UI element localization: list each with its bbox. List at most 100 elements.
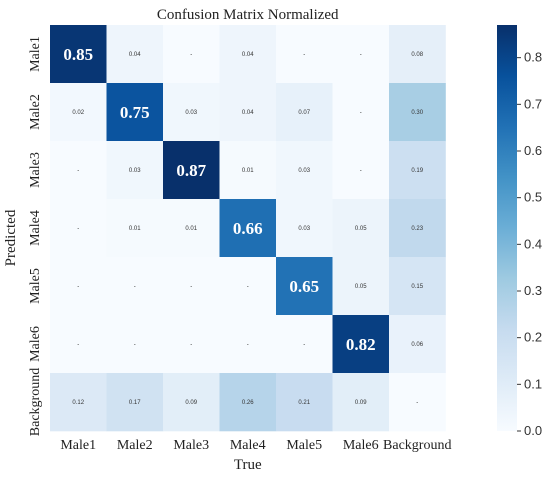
y-axis-ticks: Male1 Male2 Male3 Male4 Male5 Male6 Background — [28, 36, 43, 436]
cell-label-1-6: 0.30 — [411, 110, 423, 116]
y-tick-label: Background — [28, 368, 43, 436]
cell-label-5-0: - — [77, 342, 79, 348]
cell-label-3-5: 0.05 — [355, 226, 367, 232]
y-tick-label: Male1 — [28, 36, 43, 72]
colorbar-ticks: 0.0 0.1 0.2 0.3 0.4 0.5 0.6 0.7 0.8 — [517, 50, 542, 438]
cell-label-4-2: - — [190, 284, 192, 290]
cell-0-2 — [163, 25, 220, 84]
cell-label-3-1: 0.01 — [129, 226, 141, 232]
cell-2-5 — [332, 141, 390, 200]
cell-1-4 — [276, 83, 333, 142]
cell-3-6 — [389, 199, 446, 258]
cell-label-4-0: - — [77, 284, 79, 290]
cell-4-5 — [332, 257, 390, 316]
cell-2-6 — [389, 141, 446, 200]
cell-label-5-6: 0.06 — [411, 342, 423, 348]
colorbar-tick-label: 0.3 — [524, 283, 542, 298]
cell-5-1 — [106, 315, 164, 374]
cell-label-0-5: - — [360, 52, 362, 58]
cell-label-5-1: - — [134, 342, 136, 348]
cell-3-0 — [50, 199, 107, 258]
cell-label-2-0: - — [77, 168, 79, 174]
cell-label-3-4: 0.03 — [298, 226, 310, 232]
chart-title: Confusion Matrix Normalized — [157, 7, 339, 23]
cell-1-0 — [50, 83, 107, 142]
x-axis-label: True — [234, 457, 262, 473]
cell-3-5 — [332, 199, 390, 258]
cell-4-2 — [163, 257, 220, 316]
cell-label-5-2: - — [190, 342, 192, 348]
x-tick-label: Male2 — [117, 438, 153, 453]
cell-label-6-5: 0.09 — [355, 400, 367, 406]
cell-label-4-1: - — [134, 284, 136, 290]
y-tick-label: Male2 — [28, 94, 43, 130]
colorbar-tick-label: 0.4 — [524, 236, 542, 251]
cell-1-6 — [389, 83, 446, 142]
colorbar-tick-label: 0.2 — [524, 330, 542, 345]
cell-6-3 — [219, 373, 277, 432]
cell-label-0-3: 0.04 — [242, 52, 254, 58]
cell-4-4 — [276, 257, 333, 316]
colorbar-tick-label: 0.1 — [524, 376, 542, 391]
cell-label-3-3: 0.66 — [233, 219, 263, 238]
cell-label-3-6: 0.23 — [411, 226, 423, 232]
cell-0-5 — [332, 25, 390, 84]
cell-label-5-3: - — [247, 342, 249, 348]
colorbar-tick-label: 0.7 — [524, 96, 542, 111]
cell-1-2 — [163, 83, 220, 142]
cell-label-0-4: - — [303, 52, 305, 58]
colorbar-tick-label: 0.5 — [524, 190, 542, 205]
y-tick-label: Male4 — [28, 210, 43, 246]
cell-0-0 — [50, 25, 107, 84]
cell-2-3 — [219, 141, 277, 200]
cell-label-4-3: - — [247, 284, 249, 290]
cell-2-0 — [50, 141, 107, 200]
cell-6-6 — [389, 373, 446, 432]
cell-label-3-2: 0.01 — [185, 226, 197, 232]
x-tick-label: Background — [383, 438, 451, 453]
cell-label-2-5: - — [360, 168, 362, 174]
cell-label-2-3: 0.01 — [242, 168, 254, 174]
x-tick-label: Male1 — [60, 438, 96, 453]
cell-2-2 — [163, 141, 220, 200]
cell-label-6-3: 0.26 — [242, 400, 254, 406]
x-tick-label: Male4 — [230, 438, 266, 453]
colorbar-tick-label: 0.0 — [524, 423, 542, 438]
cell-label-1-0: 0.02 — [72, 110, 84, 116]
x-tick-label: Male5 — [286, 438, 322, 453]
cell-label-2-6: 0.19 — [411, 168, 423, 174]
y-axis-label: Predicted — [3, 209, 19, 266]
cell-5-6 — [389, 315, 446, 374]
y-tick-label: Male3 — [28, 152, 43, 188]
cell-6-5 — [332, 373, 390, 432]
cell-label-0-6: 0.08 — [411, 52, 423, 58]
cell-label-6-0: 0.12 — [72, 400, 84, 406]
x-tick-label: Male6 — [343, 438, 379, 453]
cell-label-1-3: 0.04 — [242, 110, 254, 116]
cell-4-6 — [389, 257, 446, 316]
cell-label-2-2: 0.87 — [176, 161, 206, 180]
cell-label-0-1: 0.04 — [129, 52, 141, 58]
cell-label-3-0: - — [77, 226, 79, 232]
colorbar — [497, 25, 517, 431]
cell-2-1 — [106, 141, 164, 200]
y-tick-label: Male6 — [28, 326, 43, 362]
cell-2-4 — [276, 141, 333, 200]
y-tick-label: Male5 — [28, 268, 43, 304]
cell-label-2-4: 0.03 — [298, 168, 310, 174]
x-tick-label: Male3 — [173, 438, 209, 453]
cell-0-4 — [276, 25, 333, 84]
cell-5-4 — [276, 315, 333, 374]
cell-5-5 — [332, 315, 390, 374]
cell-5-0 — [50, 315, 107, 374]
cell-label-1-5: - — [360, 110, 362, 116]
cell-1-5 — [332, 83, 390, 142]
cell-5-3 — [219, 315, 277, 374]
cell-1-1 — [106, 83, 164, 142]
cell-0-3 — [219, 25, 277, 84]
colorbar-tick-label: 0.8 — [524, 50, 542, 65]
cell-3-3 — [219, 199, 277, 258]
cell-label-6-4: 0.21 — [298, 400, 310, 406]
cell-3-1 — [106, 199, 164, 258]
